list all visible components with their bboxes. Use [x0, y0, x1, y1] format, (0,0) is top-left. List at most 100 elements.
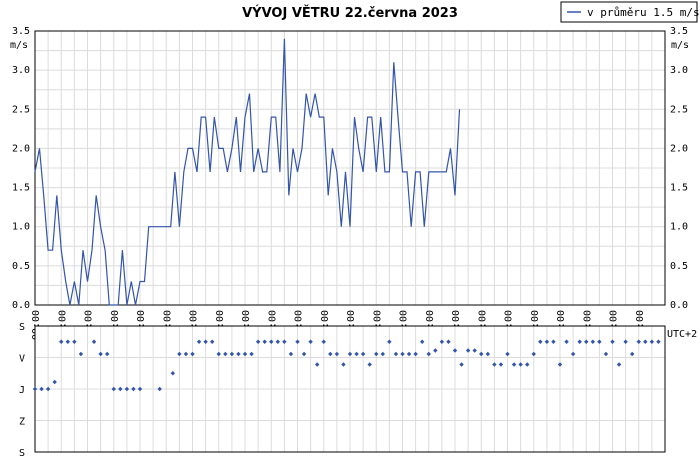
x-tick-label: 17:00	[477, 310, 488, 340]
direction-point	[59, 339, 64, 344]
direction-point	[282, 339, 287, 344]
direction-point	[98, 351, 103, 357]
direction-point	[32, 386, 38, 392]
direction-point	[321, 339, 326, 344]
speed-line	[34, 38, 461, 306]
direction-point	[45, 386, 51, 392]
direction-point	[557, 362, 563, 367]
direction-point	[223, 351, 228, 357]
direction-point	[301, 351, 307, 357]
direction-point	[65, 339, 71, 344]
direction-point	[433, 348, 438, 353]
direction-point	[203, 339, 208, 344]
y-tick-label: 1.0	[12, 222, 30, 233]
y-tick-label: 2.5	[12, 104, 30, 115]
direction-point	[492, 362, 497, 367]
direction-point	[577, 339, 582, 344]
direction-point	[485, 351, 491, 357]
direction-point	[524, 362, 530, 367]
direction-point	[544, 339, 550, 344]
direction-point	[170, 371, 176, 376]
x-tick-label: 02:00	[84, 310, 95, 340]
direction-point	[308, 339, 313, 344]
y-tick-label: 1.5	[12, 183, 30, 194]
direction-point	[564, 339, 569, 344]
direction-point	[393, 351, 399, 357]
direction-point	[629, 351, 635, 357]
y-tick-label-right: 0.0	[670, 300, 688, 311]
legend-label: v průměru 1.5 m/s	[587, 6, 700, 19]
direction-point	[649, 339, 655, 344]
x-tick-label: 00:00	[31, 310, 42, 340]
y-tick-label-right: 2.5	[670, 104, 688, 115]
x-tick-label: 23:00	[635, 310, 646, 340]
direction-point	[347, 351, 353, 357]
y-tick-label: 0.0	[12, 300, 30, 311]
direction-point	[367, 362, 372, 367]
direction-label: V	[19, 354, 25, 365]
direction-point	[643, 339, 648, 344]
direction-point	[131, 386, 136, 392]
direction-label: Z	[19, 417, 25, 428]
x-tick-label: 14:00	[399, 310, 410, 340]
direction-point	[78, 351, 84, 357]
direction-point	[255, 339, 261, 344]
direction-point	[590, 339, 596, 344]
direction-point	[459, 362, 464, 367]
direction-point	[406, 351, 412, 357]
direction-point	[269, 339, 274, 344]
y-tick-label-right: 3.0	[670, 65, 688, 76]
x-tick-label: 01:00	[57, 310, 68, 340]
direction-point	[597, 339, 602, 344]
direction-point	[288, 351, 294, 357]
direction-point	[124, 386, 130, 392]
direction-point	[636, 339, 641, 344]
y-tick-label: 0.5	[12, 261, 30, 272]
direction-point	[518, 362, 523, 367]
direction-point	[183, 351, 189, 357]
direction-point	[400, 351, 405, 357]
direction-point	[479, 351, 484, 357]
direction-point	[314, 362, 320, 367]
y-tick-label: 3.0	[12, 65, 30, 76]
direction-point	[616, 362, 622, 367]
direction-point	[465, 348, 471, 353]
direction-point	[177, 351, 182, 357]
direction-point	[531, 351, 536, 357]
y-tick-label: 3.5	[12, 26, 30, 37]
y-axis-unit-right: m/s	[671, 40, 689, 51]
direction-point	[570, 351, 576, 357]
direction-point	[137, 386, 143, 392]
direction-point	[439, 339, 445, 344]
y-tick-label-right: 1.0	[670, 222, 688, 233]
direction-point	[236, 351, 241, 357]
direction-point	[584, 339, 589, 344]
direction-point	[374, 351, 379, 357]
direction-point	[452, 348, 458, 353]
x-tick-label: 15:00	[425, 310, 436, 340]
x-tick-label: 09:00	[267, 310, 278, 340]
direction-point	[216, 351, 221, 357]
x-tick-label: 06:00	[189, 310, 200, 340]
direction-point	[603, 351, 609, 357]
direction-point	[505, 351, 510, 357]
direction-point	[360, 351, 366, 357]
direction-point	[551, 339, 556, 344]
direction-point	[91, 339, 97, 344]
direction-point	[262, 339, 267, 344]
direction-point	[196, 339, 202, 344]
direction-point	[354, 351, 359, 357]
direction-point	[229, 351, 235, 357]
x-tick-label: 22:00	[609, 310, 620, 340]
y-tick-label-right: 0.5	[670, 261, 688, 272]
x-tick-label: 03:00	[110, 310, 121, 340]
direction-point	[610, 339, 615, 344]
speed-plot: 0.0 0.0 0.5 0.5 1.0 1.0 1.5 1.5 2.0 2.0 2.5 2.5 3.0 3…	[12, 26, 688, 340]
x-tick-label: 18:00	[504, 310, 515, 340]
direction-point	[275, 339, 281, 344]
chart-title: VÝVOJ VĚTRU 22.června 2023	[242, 5, 458, 21]
y-tick-label-right: 2.0	[670, 143, 688, 154]
direction-point	[209, 339, 215, 344]
direction-point	[419, 339, 425, 344]
